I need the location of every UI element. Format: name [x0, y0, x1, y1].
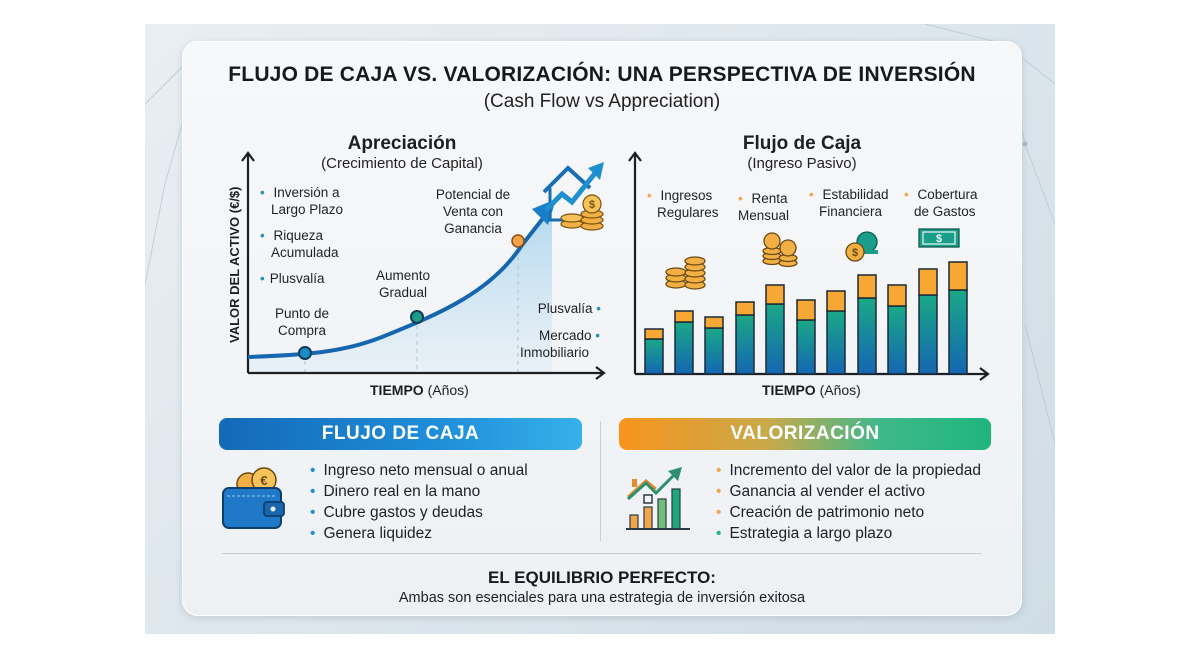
left-bullet-2: Riqueza Acumulada: [260, 227, 339, 261]
vertical-divider: [600, 421, 601, 541]
svg-text:$: $: [852, 247, 858, 259]
valorization-banner: VALORIZACIÓN: [619, 418, 991, 450]
valorization-list: Incremento del valor de la propiedad Gan…: [716, 460, 981, 544]
coins-dollar-euro-icon: [762, 232, 798, 268]
valorization-item: Creación de patrimonio neto: [716, 502, 981, 523]
point-label-venta: Potencial de Venta con Ganancia: [435, 187, 511, 236]
cashflow-item: Dinero real en la mano: [310, 481, 528, 502]
right-bullet-mercado: Mercado Inmobiliario: [482, 327, 600, 361]
valorization-item: Incremento del valor de la propiedad: [716, 460, 981, 481]
point-label-aumento: Aumento Gradual: [375, 268, 431, 300]
cashflow-item: Genera liquidez: [310, 523, 528, 544]
right-bullet-plusvalia: Plusvalía: [497, 300, 601, 317]
cashflow-chart: $ $: [628, 151, 990, 381]
cashflow-item: Ingreso neto mensual o anual: [310, 460, 527, 481]
cashflow-subtitle: (Ingreso Pasivo): [747, 155, 857, 172]
horizontal-divider: [222, 553, 982, 554]
y-axis-label: VALOR DEL ACTIVO (€/$): [227, 186, 242, 344]
svg-text:$: $: [936, 233, 942, 245]
svg-text:€: €: [260, 473, 267, 488]
footer-subtitle: Ambas son esenciales para una estrategia…: [398, 590, 806, 606]
point-label-compra: Punto de Compra: [274, 306, 330, 338]
cashflow-x-axis-label: TIEMPO (Años): [762, 382, 861, 398]
cashflow-title: Flujo de Caja: [742, 133, 862, 154]
infographic-card: FLUJO DE CAJA VS. VALORIZACIÓN: UNA PERS…: [182, 41, 1022, 616]
cashflow-list: Ingreso neto mensual o anual Dinero real…: [310, 460, 528, 544]
appreciation-subtitle: (Crecimiento de Capital): [321, 155, 483, 172]
left-bullet-1: Inversión a Largo Plazo: [260, 184, 343, 218]
valorization-item: Ganancia al vender el activo: [716, 481, 981, 502]
cashflow-banner: FLUJO DE CAJA: [219, 418, 582, 450]
house-growth-coins-icon: $: [542, 162, 604, 231]
svg-text:$: $: [589, 199, 595, 211]
left-bullet-3: Plusvalía: [260, 270, 325, 287]
banknote-icon: $: [918, 228, 960, 248]
page-subtitle: (Cash Flow vs Appreciation): [483, 91, 721, 112]
coin-stack-icon: [665, 256, 706, 290]
house-bar-growth-icon: [626, 467, 690, 530]
valorization-item: Estrategia a largo plazo: [716, 523, 981, 544]
appreciation-title: Apreciación: [347, 133, 457, 154]
footer-title: EL EQUILIBRIO PERFECTO:: [488, 568, 716, 587]
wallet-coins-icon: €: [222, 467, 285, 529]
appreciation-x-axis-label: TIEMPO (Años): [370, 382, 469, 398]
cashflow-item: Cubre gastos y deudas: [310, 502, 528, 523]
page-title: FLUJO DE CAJA VS. VALORIZACIÓN: UNA PERS…: [228, 63, 976, 86]
money-coins-icon: $: [845, 231, 878, 262]
